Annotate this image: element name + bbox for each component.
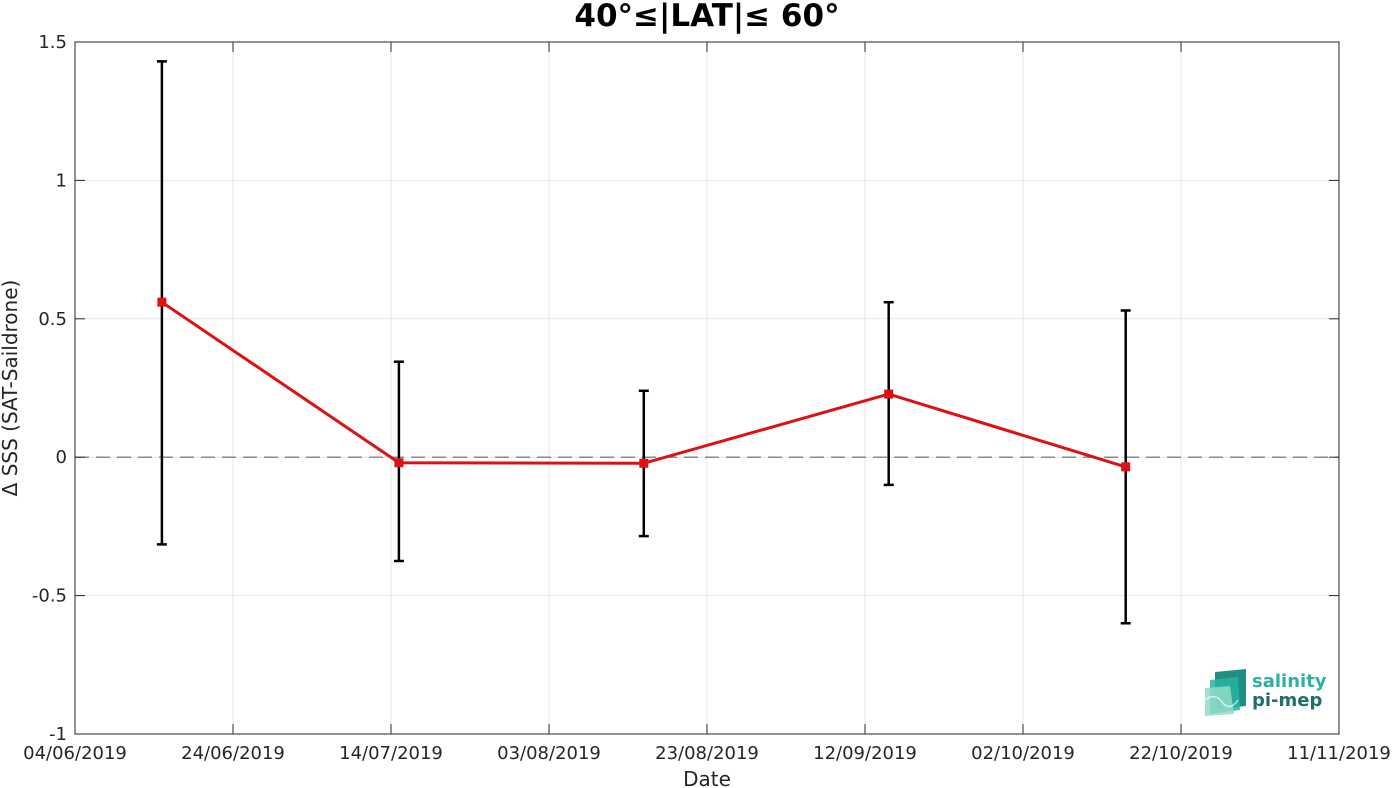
y-tick-label: -1 [49,724,67,745]
x-tick-label: 02/10/2019 [971,743,1075,764]
x-tick-label: 11/11/2019 [1287,743,1391,764]
salinity-pi-mep-logo: salinity pi-mep [1204,669,1327,716]
logo-line2: pi-mep [1252,690,1322,711]
chart-title: 40°≤|LAT|≤ 60° [574,0,839,34]
y-axis: 1.5 1 0.5 0 -0.5 -1 [32,32,1339,745]
x-tick-label: 12/09/2019 [813,743,917,764]
x-tick-label: 23/08/2019 [655,743,759,764]
y-tick-label: 1 [56,170,67,191]
data-point [157,297,167,307]
x-tick-label: 14/07/2019 [339,743,443,764]
data-point [884,389,894,399]
y-axis-label: Δ SSS (SAT-Saildrone) [0,280,22,497]
y-tick-label: 1.5 [38,32,67,53]
x-tick-label: 03/08/2019 [497,743,601,764]
grid-lines [74,41,1340,735]
logo-mark-icon [1204,669,1246,716]
x-tick-label: 24/06/2019 [181,743,285,764]
x-tick-label: 22/10/2019 [1129,743,1233,764]
data-point [1121,462,1131,472]
y-tick-label: 0 [56,447,67,468]
x-axis: 04/06/2019 24/06/2019 14/07/2019 03/08/2019… [23,42,1391,764]
logo-line1: salinity [1252,671,1327,692]
y-tick-label: 0.5 [38,309,67,330]
data-point [394,458,404,468]
x-axis-label: Date [683,767,731,788]
x-tick-label: 04/06/2019 [23,743,127,764]
series-layer [156,60,1131,625]
data-point [639,458,649,468]
y-tick-label: -0.5 [32,586,67,607]
